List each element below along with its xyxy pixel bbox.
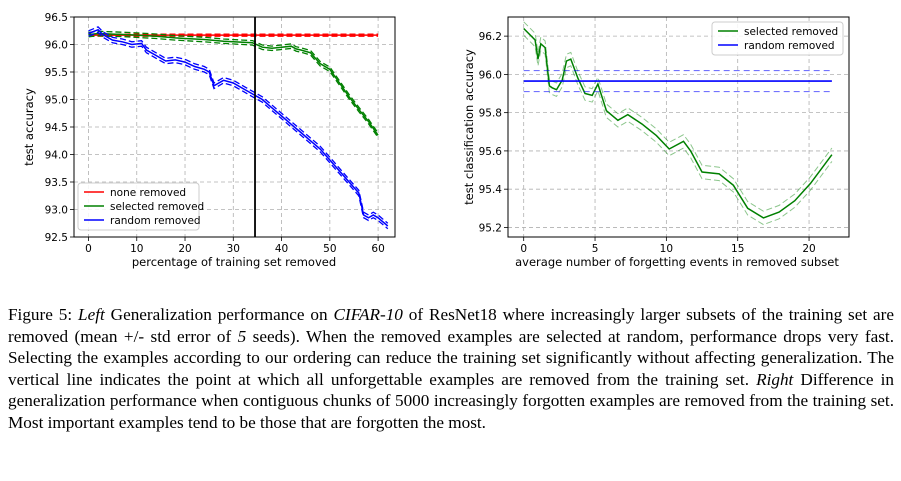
left-legend-selected-removed: selected removed xyxy=(110,201,204,213)
series-selected-removed-lower xyxy=(523,34,833,226)
l-y-tick-label: 95.0 xyxy=(45,95,68,107)
l-x-tick-label: 20 xyxy=(178,243,191,255)
figure-5: 0 10 20 30 40 50 60 92.593.093.594.094.595.095… xyxy=(22,12,850,269)
caption-left-word: Left xyxy=(78,305,105,324)
series-random-removed-lower xyxy=(88,31,389,230)
l-y-tick-label: 96.5 xyxy=(45,12,68,24)
r-y-tick-label: 96.0 xyxy=(479,69,502,81)
r-x-tick-label: 20 xyxy=(802,243,815,255)
right-data-lines xyxy=(523,21,833,226)
left-y-axis-label: test accuracy xyxy=(22,88,36,166)
right-legend: selected removed random removed xyxy=(711,21,844,56)
caption-text-3: seeds). When the removed examples are se… xyxy=(8,326,894,389)
left-x-axis-label: percentage of training set removed xyxy=(132,255,336,269)
right-gridlines xyxy=(508,17,849,237)
series-selected-removed-line xyxy=(523,27,833,219)
l-y-tick-label: 96.0 xyxy=(45,40,68,52)
l-x-tick-label: 50 xyxy=(323,243,336,255)
series-selected-removed-upper xyxy=(88,30,379,134)
left-legend: none removed selected removed random rem… xyxy=(77,182,204,231)
right-plot-frame xyxy=(507,16,850,238)
l-y-tick-label: 94.5 xyxy=(45,122,68,134)
right-x-ticks: 0 5 10 15 20 xyxy=(520,237,816,255)
right-chart: 0 5 10 15 20 95.2 95.4 95.6 95.8 96.0 96.2 averag… xyxy=(462,16,850,269)
l-x-tick-label: 60 xyxy=(371,243,384,255)
right-y-axis-label: test classification accuracy xyxy=(462,49,476,205)
caption-text-4: Difference in generalization performance… xyxy=(8,369,894,432)
r-x-tick-label: 0 xyxy=(520,243,527,255)
left-x-ticks: 0 10 20 30 40 50 60 xyxy=(85,237,385,255)
caption-dataset: CIFAR-10 xyxy=(333,305,403,324)
caption-right-word: Right xyxy=(756,369,794,389)
l-y-tick-label: 93.0 xyxy=(45,205,68,217)
l-y-tick-label: 94.0 xyxy=(45,150,68,162)
l-x-tick-label: 0 xyxy=(85,243,92,255)
left-data-lines xyxy=(88,26,389,230)
left-legend-box xyxy=(77,182,200,231)
left-legend-random-removed: random removed xyxy=(110,215,201,227)
right-legend-random-removed: random removed xyxy=(744,40,835,52)
caption-label: Figure 5: xyxy=(8,305,73,324)
l-y-tick-label: 92.5 xyxy=(45,232,68,244)
series-selected-removed-lower xyxy=(88,35,379,138)
left-legend-none-removed: none removed xyxy=(110,187,186,199)
right-legend-box xyxy=(711,21,844,56)
r-y-tick-label: 95.2 xyxy=(479,222,502,234)
caption-text-2: of ResNet18 where increasingly larger su… xyxy=(8,305,895,346)
r-y-tick-label: 95.8 xyxy=(479,108,502,120)
left-y-ticks: 92.5 93.0 93.5 94.0 94.5 95.0 95.5 96.0 96.5 xyxy=(45,12,74,244)
l-x-tick-label: 30 xyxy=(227,243,240,255)
r-y-tick-label: 95.6 xyxy=(479,146,503,158)
caption-seed-count: 5 xyxy=(237,326,247,346)
right-x-axis-label: average number of forgetting events in r… xyxy=(515,255,839,269)
right-legend-selected-removed: selected removed xyxy=(744,26,838,38)
r-x-tick-label: 10 xyxy=(660,243,673,255)
right-y-ticks: 95.2 95.4 95.6 95.8 96.0 96.2 xyxy=(479,31,508,234)
r-y-tick-label: 96.2 xyxy=(479,31,502,43)
l-y-tick-label: 95.5 xyxy=(45,67,68,79)
series-random-removed-upper xyxy=(88,26,389,224)
r-y-tick-label: 95.4 xyxy=(479,184,503,196)
figure-caption: Figure 5: Left Generalization performanc… xyxy=(8,304,894,434)
l-x-tick-label: 10 xyxy=(130,243,143,255)
series-selected-removed-line xyxy=(88,32,379,136)
series-selected-removed-upper xyxy=(523,21,833,212)
caption-text-1: Generalization performance on xyxy=(104,305,334,324)
r-x-tick-label: 15 xyxy=(731,243,744,255)
left-chart: 0 10 20 30 40 50 60 92.5 93.0 93.5 94.0 94.5 95.0 95… xyxy=(22,12,396,269)
series-random-removed-line xyxy=(88,28,389,227)
l-x-tick-label: 40 xyxy=(275,243,288,255)
l-y-tick-label: 93.5 xyxy=(45,177,68,189)
r-x-tick-label: 5 xyxy=(592,243,599,255)
